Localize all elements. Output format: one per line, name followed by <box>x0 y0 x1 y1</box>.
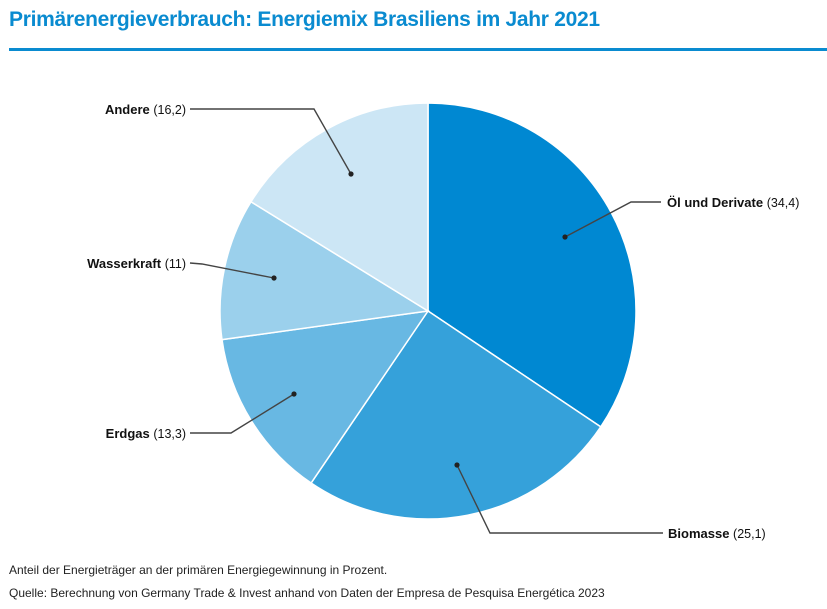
leader-dot <box>291 391 297 397</box>
slice-label-value: (11) <box>165 257 186 271</box>
chart-title: Primärenergieverbrauch: Energiemix Brasi… <box>9 8 600 31</box>
leader-dot <box>562 234 568 240</box>
leader-lines <box>189 108 663 534</box>
slice-label: Wasserkraft (11) <box>87 256 186 271</box>
leader-dot <box>348 171 354 177</box>
leader-dot <box>271 275 277 281</box>
leader-line <box>456 464 663 534</box>
chart-source: Quelle: Berechnung von Germany Trade & I… <box>9 586 605 600</box>
slice-label-value: (25,1) <box>733 527 766 541</box>
slice-labels: Öl und Derivate (34,4) Biomasse (25,1) Erd… <box>87 102 799 541</box>
slice-label: Biomasse (25,1) <box>668 526 766 541</box>
leader-line <box>190 108 352 175</box>
slice-label-name: Andere <box>105 102 153 117</box>
slice-label-name: Erdgas <box>106 426 154 441</box>
slice-label-name: Öl und Derivate <box>667 195 767 210</box>
title-divider <box>9 48 827 51</box>
pie-slice-andere <box>249 102 429 313</box>
slice-label-name: Wasserkraft <box>87 256 165 271</box>
slice-label-value: (34,4) <box>767 196 800 210</box>
slice-label: Erdgas (13,3) <box>106 426 186 441</box>
slice-label-value: (16,2) <box>153 103 186 117</box>
leader-line <box>564 201 661 238</box>
pie-slice-biomasse <box>310 309 602 520</box>
leader-dot <box>454 462 460 468</box>
chart-note: Anteil der Energieträger an der primären… <box>9 563 388 577</box>
pie-slices <box>219 102 637 520</box>
leader-line <box>190 393 295 434</box>
slice-label: Öl und Derivate (34,4) <box>667 195 799 210</box>
slice-label: Andere (16,2) <box>105 102 186 117</box>
slice-label-value: (13,3) <box>153 427 186 441</box>
slice-label-name: Biomasse <box>668 526 733 541</box>
leader-line <box>189 262 275 279</box>
